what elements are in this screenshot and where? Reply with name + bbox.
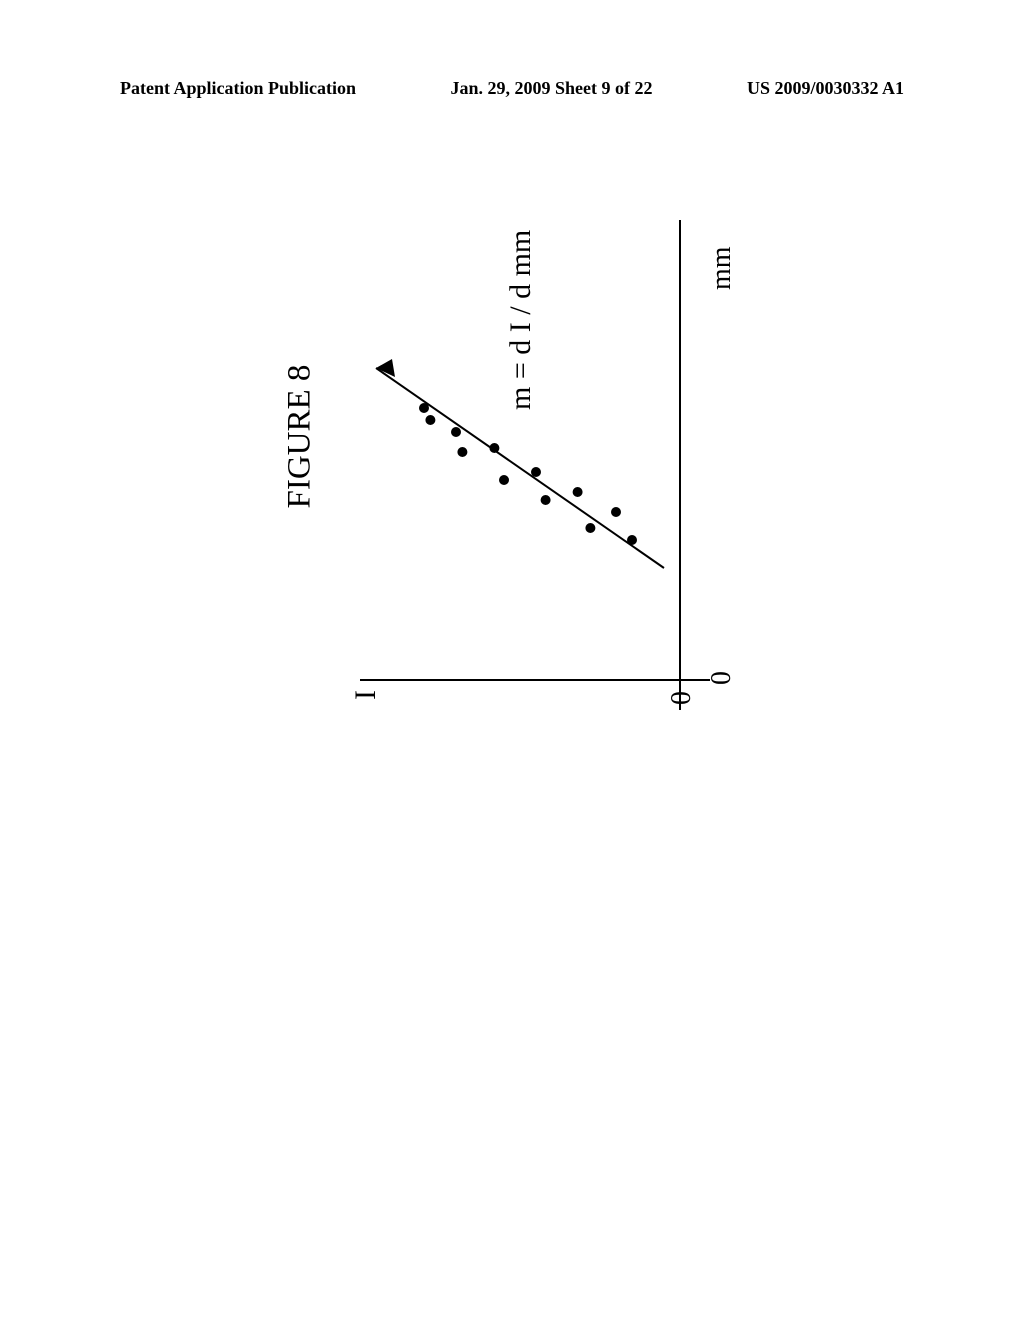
header-date-sheet: Jan. 29, 2009 Sheet 9 of 22 (451, 78, 653, 99)
slope-annotation: m = d I / d mm (504, 230, 537, 410)
data-point (499, 475, 509, 485)
data-point (457, 447, 467, 457)
figure-title: FIGURE 8 (282, 365, 319, 509)
data-point (531, 467, 541, 477)
data-point (627, 535, 637, 545)
page-header: Patent Application Publication Jan. 29, … (0, 78, 1024, 99)
data-point (489, 443, 499, 453)
data-point (425, 415, 435, 425)
x-origin-label: 0 (706, 671, 737, 685)
header-publication-type: Patent Application Publication (120, 78, 356, 99)
x-axis-label: mm (706, 246, 737, 290)
header-publication-number: US 2009/0030332 A1 (747, 78, 904, 99)
data-point (451, 427, 461, 437)
data-point (585, 523, 595, 533)
y-axis-label: I (349, 690, 382, 700)
scatter-chart: I 0 0 mm m = d I / d mm (320, 180, 800, 760)
data-point (611, 507, 621, 517)
figure-container: FIGURE 8 I 0 0 mm m = d I / d mm (120, 180, 904, 1180)
data-point (419, 403, 429, 413)
data-point (541, 495, 551, 505)
data-point (573, 487, 583, 497)
y-origin-label: 0 (666, 691, 697, 705)
